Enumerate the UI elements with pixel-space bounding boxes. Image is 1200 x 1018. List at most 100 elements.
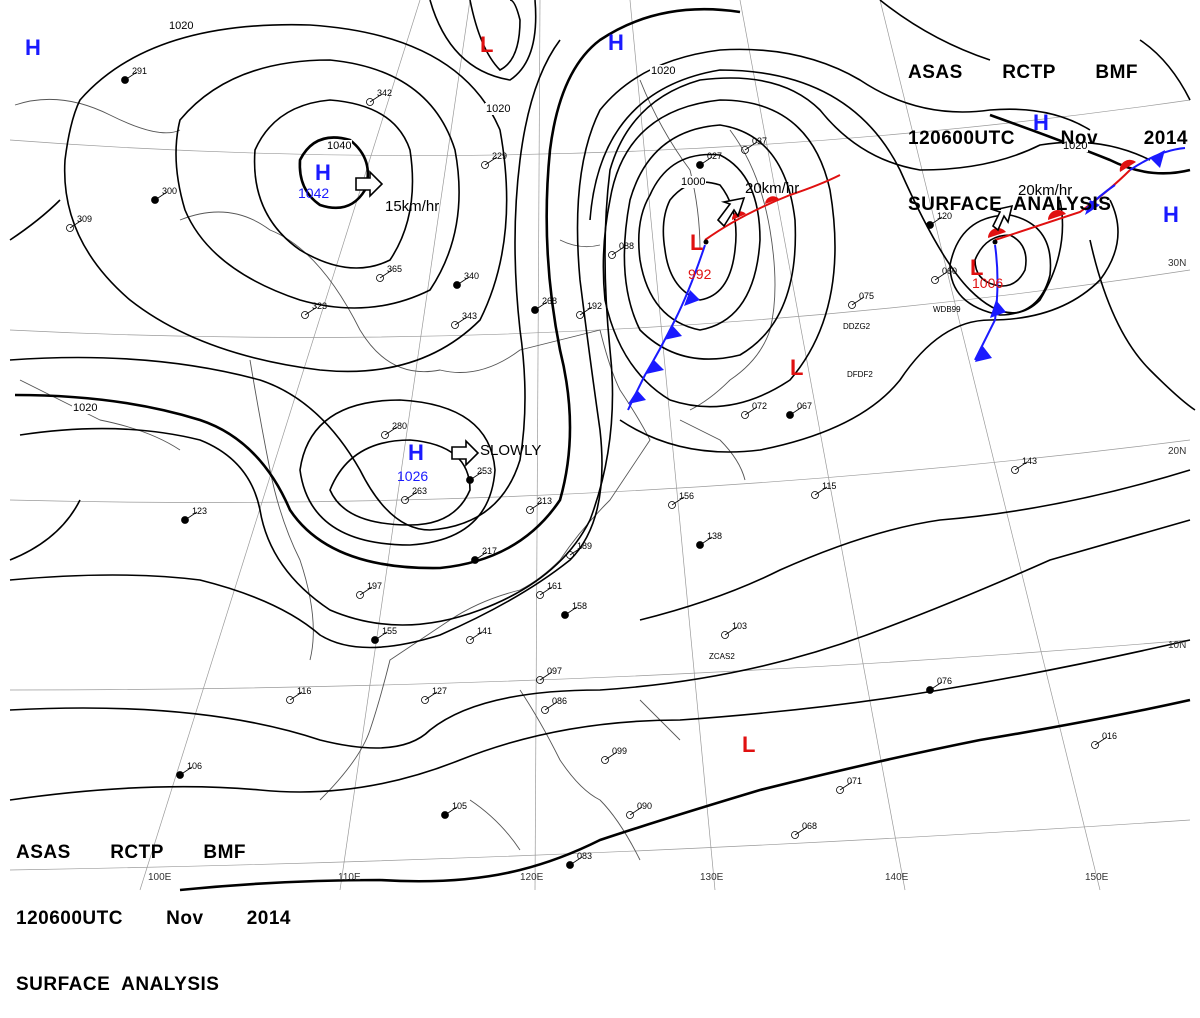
station-pressure: 097: [547, 666, 563, 676]
system-motion-label: 15km/hr: [385, 198, 440, 215]
wind-barb: [539, 671, 553, 681]
station-pressure: 309: [77, 214, 93, 224]
wind-barb: [374, 631, 388, 641]
wind-barb: [564, 606, 578, 616]
station-id: WDB99: [933, 305, 961, 314]
wind-barb: [789, 406, 803, 416]
station-pressure: 280: [392, 421, 408, 431]
station-pressure: 323: [312, 301, 328, 311]
map-header-top: ASAS RCTP BMF 120600UTC Nov 2014 SURFACE…: [908, 18, 1188, 238]
latitude-label: 10N: [1168, 640, 1187, 651]
high-pressure-symbol: H: [315, 160, 331, 185]
station-pressure: 068: [802, 821, 818, 831]
wind-barb: [604, 751, 618, 761]
wind-barb: [851, 296, 865, 306]
wind-barb: [69, 219, 83, 229]
station-pressure: 086: [552, 696, 568, 706]
wind-barb: [529, 501, 543, 511]
wind-barb: [544, 701, 558, 711]
station-pressure: 016: [1102, 731, 1118, 741]
isobar-1020-ne: [989, 113, 1191, 175]
high-pressure-symbol: H: [1163, 202, 1179, 227]
station-circle: [626, 811, 634, 819]
station-id: ZCAS2: [709, 652, 735, 661]
station-pressure: 083: [577, 851, 593, 861]
station-pressure: 217: [482, 546, 498, 556]
station-pressure: 099: [612, 746, 628, 756]
wind-barb: [814, 486, 828, 496]
station-plots: [66, 71, 1108, 869]
station-circle: [286, 696, 294, 704]
wind-barb: [699, 156, 713, 166]
isobar-label: 1020: [485, 103, 512, 115]
wind-barb: [569, 856, 583, 866]
wind-barb: [424, 691, 438, 701]
system-motion-label: 20km/hr: [1018, 182, 1073, 199]
station-pressure: 155: [382, 626, 398, 636]
wind-barb: [579, 306, 593, 316]
low-pressure-symbol: L: [742, 732, 756, 757]
isobar-label: 1020: [168, 20, 195, 32]
wind-barb: [154, 191, 168, 201]
station-circle: [1011, 466, 1019, 474]
station-pressure: 253: [477, 466, 493, 476]
station-pressure: 158: [572, 601, 588, 611]
station-circle: [608, 251, 616, 259]
high-pressure-symbol: H: [408, 440, 424, 465]
central-pressure-value: 1006: [972, 275, 1004, 291]
header-month: Nov: [1060, 128, 1099, 149]
high-pressure-symbol: H: [1033, 110, 1049, 135]
coastlines: [14, 79, 776, 861]
central-pressure-value: 1026: [397, 468, 429, 484]
station-pressure: 300: [162, 186, 178, 196]
station-pressure: 115: [822, 481, 837, 491]
header-time: 120600UTC: [908, 128, 1015, 149]
station-pressure: 143: [1022, 456, 1038, 466]
station-circle: [1091, 741, 1099, 749]
station-circle: [401, 496, 409, 504]
wind-barb: [289, 691, 303, 701]
longitude-label: 120E: [520, 872, 544, 883]
isobar-label: 1040: [326, 140, 353, 152]
station-pressure: 123: [192, 506, 208, 516]
station-circle: [541, 706, 549, 714]
wind-barb: [569, 546, 583, 556]
station-pressure: 340: [464, 271, 480, 281]
wind-barb: [539, 586, 553, 596]
station-pressure: 291: [132, 66, 148, 76]
station-pressure: 075: [859, 291, 875, 301]
latitude-label: 20N: [1168, 446, 1187, 457]
motion-arrow-992: [716, 196, 746, 228]
header-title-bottom: SURFACE ANALYSIS: [16, 974, 220, 995]
station-circle: [848, 301, 856, 309]
station-pressure: 189: [577, 541, 593, 551]
station-pressure: 342: [377, 88, 393, 98]
wind-barb: [929, 216, 943, 226]
longitude-label: 110E: [338, 872, 361, 883]
isobar-label: 1000: [680, 176, 707, 188]
station-pressure: 120: [937, 211, 953, 221]
station-circle: [576, 311, 584, 319]
station-pressure: 067: [797, 401, 813, 411]
wind-barb: [404, 491, 418, 501]
station-pressure: 343: [462, 311, 478, 321]
low-pressure-symbol: L: [790, 355, 804, 380]
motion-arrow-1006: [991, 204, 1014, 232]
station-pressure: 072: [752, 401, 768, 411]
station-circle: [836, 786, 844, 794]
station-circle: [536, 591, 544, 599]
station-pressure: 127: [432, 686, 448, 696]
wind-barb: [744, 406, 758, 416]
station-circle: [381, 431, 389, 439]
wind-barb: [456, 276, 470, 286]
wind-barb: [929, 681, 943, 691]
header-year: 2014: [1143, 128, 1188, 149]
wind-barb: [671, 496, 685, 506]
station-circle: [356, 591, 364, 599]
station-circle: [376, 274, 384, 282]
station-pressure: 076: [937, 676, 953, 686]
wind-barb: [629, 806, 643, 816]
longitude-label: 130E: [700, 872, 724, 883]
isobar-1020-west: [14, 7, 741, 570]
longitude-label: 150E: [1085, 872, 1109, 883]
